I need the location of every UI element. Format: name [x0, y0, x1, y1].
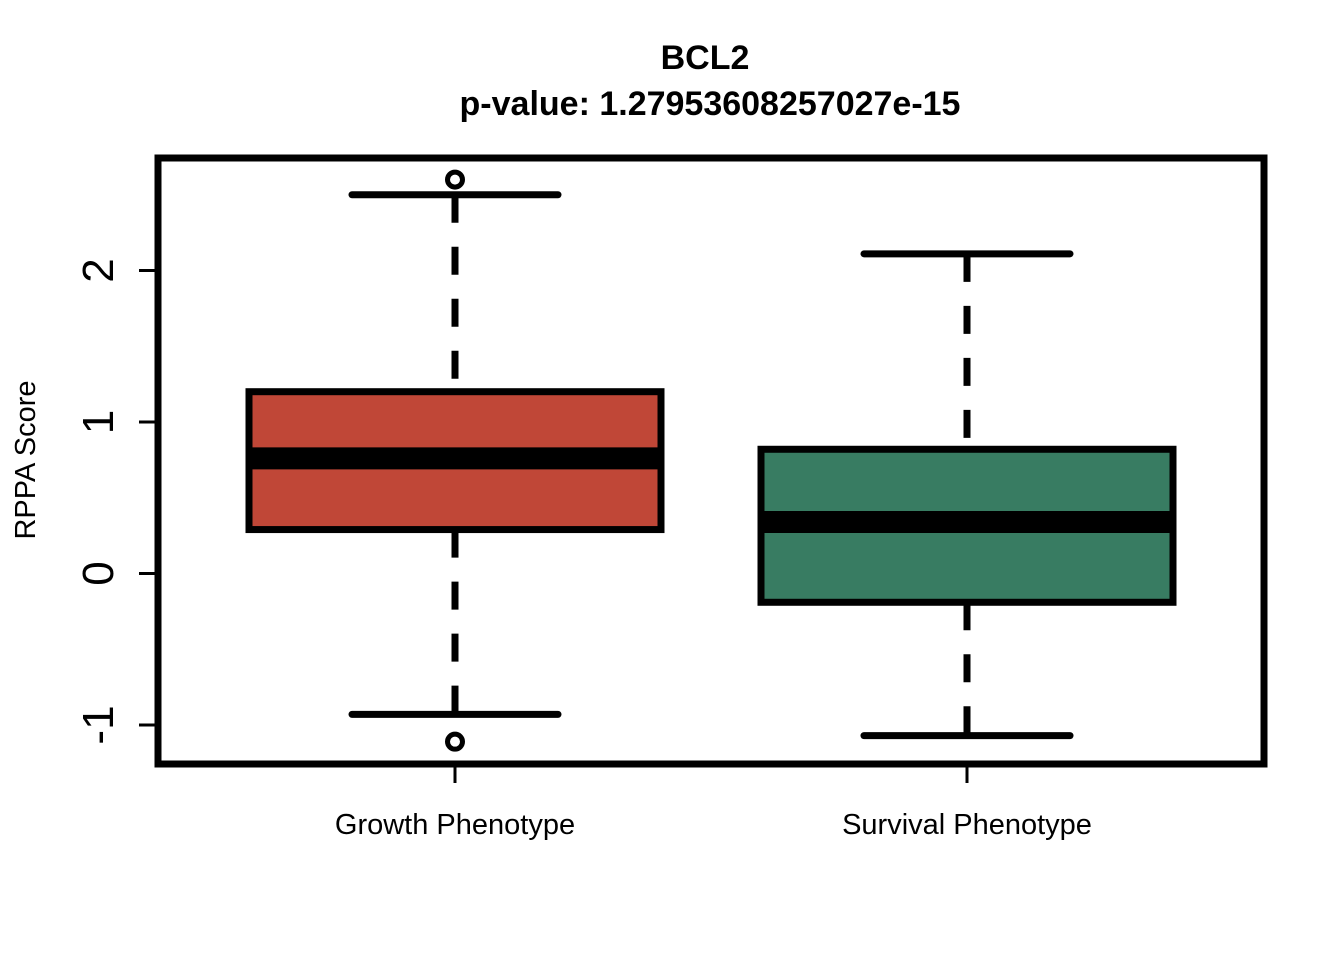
x-tick-label: Survival Phenotype — [842, 809, 1092, 841]
chart-title: BCL2 — [661, 39, 750, 77]
boxes-group — [245, 169, 1177, 752]
outlier-point — [445, 731, 465, 752]
chart-subtitle: p-value: 1.27953608257027e-15 — [460, 85, 961, 123]
y-tick-label: -1 — [74, 705, 123, 744]
x-axis: Growth Phenotype Survival Phenotype — [335, 764, 1092, 841]
outlier-point — [445, 169, 465, 190]
plot-frame — [154, 154, 1268, 768]
y-tick-label: 1 — [74, 410, 123, 434]
y-axis-label: RPPA Score — [10, 380, 42, 539]
y-tick-label: 0 — [74, 561, 123, 585]
box-survival — [757, 250, 1177, 740]
y-tick-label: 2 — [74, 258, 123, 282]
box-growth — [245, 169, 665, 752]
y-axis: -1 0 1 2 — [74, 258, 158, 745]
x-tick-label: Growth Phenotype — [335, 809, 575, 841]
